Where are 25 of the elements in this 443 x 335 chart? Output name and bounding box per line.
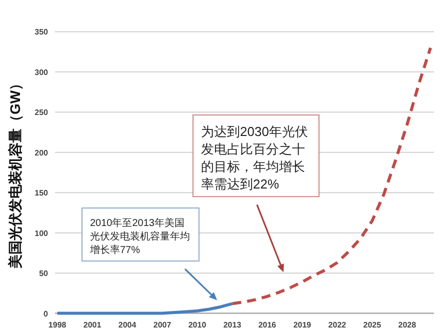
y-tick-label: 0 — [44, 309, 49, 318]
y-tick-label: 300 — [34, 68, 49, 77]
x-tick-label: 2007 — [153, 320, 172, 330]
x-tick-label: 2010 — [188, 320, 207, 330]
y-tick-label: 350 — [34, 28, 49, 37]
y-tick-label: 50 — [39, 269, 49, 278]
x-tick-label: 2001 — [83, 320, 102, 330]
x-tick-label: 2028 — [398, 320, 417, 330]
line-series — [56, 302, 234, 315]
x-tick-label: 2019 — [293, 320, 312, 330]
x-tick-label: 2013 — [223, 320, 242, 330]
y-axis-title: 美国光伏发电装机容量（GW） — [7, 76, 23, 270]
x-tick-label: 2022 — [328, 320, 347, 330]
x-tick-label: 2025 — [363, 320, 382, 330]
y-tick-label: 100 — [34, 228, 49, 238]
y-tick-label: 200 — [34, 148, 49, 158]
y-tick-label: 250 — [34, 108, 49, 118]
y-tick-label: 150 — [34, 188, 49, 198]
x-tick-label: 2016 — [258, 320, 277, 330]
annotation: 2010年至2013年美国光伏发电装机容量年均增长率77% — [82, 208, 200, 262]
x-tick-label: 2004 — [118, 320, 137, 330]
annotation: 为达到2030年光伏发电占比百分之十的目标，年均增长率需达到22% — [201, 124, 308, 192]
annotation: 为达到2030年光伏发电占比百分之十的目标，年均增长率需达到22% — [192, 114, 320, 198]
x-tick-label: 1998 — [48, 320, 67, 330]
annotation: 2010年至2013年美国光伏发电装机容量年均增长率77% — [89, 217, 190, 256]
